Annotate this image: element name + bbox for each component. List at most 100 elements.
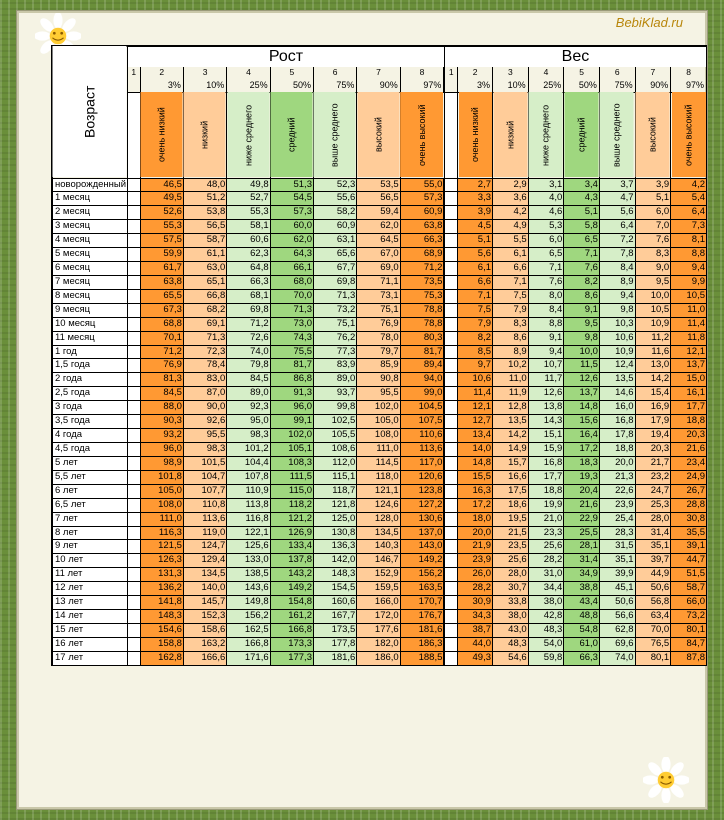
weight-value: 9,8 bbox=[564, 331, 600, 345]
weight-value: 26,7 bbox=[671, 484, 707, 498]
weight-value: 28,1 bbox=[564, 540, 600, 554]
height-value: 102,0 bbox=[357, 401, 400, 415]
height-value: 64,8 bbox=[227, 262, 270, 276]
weight-value: 7,1 bbox=[564, 248, 600, 262]
blank-cell bbox=[444, 262, 457, 276]
category-label: средний bbox=[564, 92, 600, 178]
height-value: 71,1 bbox=[357, 275, 400, 289]
table-row: 13 лет141,8145,7149,8154,8160,6166,0170,… bbox=[52, 596, 707, 610]
blank-cell bbox=[444, 526, 457, 540]
weight-value: 13,5 bbox=[599, 373, 635, 387]
blank-cell bbox=[444, 234, 457, 248]
height-value: 58,1 bbox=[227, 220, 270, 234]
age-cell: 6 лет bbox=[52, 484, 128, 498]
weight-value: 12,8 bbox=[493, 401, 529, 415]
weight-value: 38,0 bbox=[528, 596, 564, 610]
weight-value: 4,6 bbox=[528, 206, 564, 220]
weight-value: 8,1 bbox=[671, 234, 707, 248]
blank-cell bbox=[444, 178, 457, 192]
height-value: 73,0 bbox=[270, 317, 313, 331]
age-cell: 5,5 лет bbox=[52, 470, 128, 484]
weight-value: 6,1 bbox=[493, 248, 529, 262]
age-cell: 5 месяц bbox=[52, 248, 128, 262]
weight-value: 21,5 bbox=[493, 526, 529, 540]
blank-cell bbox=[128, 192, 141, 206]
weight-header: Вес bbox=[444, 46, 706, 67]
height-value: 154,5 bbox=[313, 582, 356, 596]
age-cell: 11 лет bbox=[52, 568, 128, 582]
height-value: 182,0 bbox=[357, 637, 400, 651]
weight-value: 19,3 bbox=[564, 470, 600, 484]
height-value: 71,2 bbox=[227, 317, 270, 331]
height-value: 105,0 bbox=[357, 415, 400, 429]
weight-value: 10,9 bbox=[599, 345, 635, 359]
age-cell: 3 месяц bbox=[52, 220, 128, 234]
height-value: 52,6 bbox=[140, 206, 183, 220]
weight-value: 3,7 bbox=[599, 178, 635, 192]
weight-value: 34,4 bbox=[528, 582, 564, 596]
table-row: 6 месяц61,763,064,866,167,769,071,26,16,… bbox=[52, 262, 707, 276]
blank-cell bbox=[444, 596, 457, 610]
age-cell: 10 месяц bbox=[52, 317, 128, 331]
weight-value: 8,3 bbox=[635, 248, 671, 262]
height-value: 110,8 bbox=[183, 498, 226, 512]
height-value: 143,6 bbox=[227, 582, 270, 596]
age-cell: 4 месяц bbox=[52, 234, 128, 248]
blank-cell bbox=[128, 456, 141, 470]
percentile-header: 90% bbox=[357, 79, 400, 92]
weight-value: 10,7 bbox=[528, 359, 564, 373]
height-value: 78,4 bbox=[183, 359, 226, 373]
weight-value: 6,4 bbox=[671, 206, 707, 220]
age-cell: новорожденный bbox=[52, 178, 128, 192]
col-index: 6 bbox=[599, 67, 635, 79]
weight-value: 11,5 bbox=[564, 359, 600, 373]
growth-table: Возраст Рост Вес 1234567812345678 3%10%2… bbox=[51, 45, 707, 666]
height-value: 67,3 bbox=[140, 303, 183, 317]
weight-value: 12,6 bbox=[528, 387, 564, 401]
height-value: 113,6 bbox=[400, 443, 444, 457]
height-value: 64,5 bbox=[357, 234, 400, 248]
height-value: 104,7 bbox=[183, 470, 226, 484]
weight-value: 9,4 bbox=[528, 345, 564, 359]
weight-value: 10,6 bbox=[599, 331, 635, 345]
blank-cell bbox=[128, 540, 141, 554]
weight-value: 84,7 bbox=[671, 637, 707, 651]
height-value: 167,7 bbox=[313, 610, 356, 624]
height-value: 156,2 bbox=[400, 568, 444, 582]
weight-value: 17,2 bbox=[458, 498, 493, 512]
blank-cell bbox=[128, 415, 141, 429]
percentile-header: 50% bbox=[564, 79, 600, 92]
height-value: 186,3 bbox=[400, 637, 444, 651]
height-value: 75,5 bbox=[270, 345, 313, 359]
table-row: 2 года81,383,084,586,889,090,894,010,611… bbox=[52, 373, 707, 387]
table-row: 2 месяц52,653,855,357,358,259,460,93,94,… bbox=[52, 206, 707, 220]
blank-cell bbox=[128, 610, 141, 624]
weight-value: 16,8 bbox=[528, 456, 564, 470]
height-value: 143,2 bbox=[270, 568, 313, 582]
height-value: 72,3 bbox=[183, 345, 226, 359]
col-index: 8 bbox=[671, 67, 707, 79]
weight-value: 12,1 bbox=[671, 345, 707, 359]
height-value: 68,2 bbox=[183, 303, 226, 317]
table-row: 11 месяц70,171,372,674,376,278,080,38,28… bbox=[52, 331, 707, 345]
weight-value: 18,3 bbox=[564, 456, 600, 470]
category-label: низкий bbox=[183, 92, 226, 178]
weight-value: 2,9 bbox=[493, 178, 529, 192]
weight-value: 44,7 bbox=[671, 554, 707, 568]
table-row: новорожденный46,548,049,851,352,353,555,… bbox=[52, 178, 707, 192]
height-value: 67,7 bbox=[313, 262, 356, 276]
height-value: 79,7 bbox=[357, 345, 400, 359]
weight-value: 10,9 bbox=[635, 317, 671, 331]
height-value: 170,7 bbox=[400, 596, 444, 610]
blank-cell bbox=[444, 470, 457, 484]
height-value: 76,2 bbox=[313, 331, 356, 345]
age-cell: 2,5 года bbox=[52, 387, 128, 401]
weight-value: 3,4 bbox=[564, 178, 600, 192]
table-row: 7 лет111,0113,6116,8121,2125,0128,0130,6… bbox=[52, 512, 707, 526]
table-row: 3 месяц55,356,558,160,060,962,063,84,54,… bbox=[52, 220, 707, 234]
blank-cell bbox=[444, 498, 457, 512]
height-value: 63,0 bbox=[183, 262, 226, 276]
blank-cell bbox=[444, 651, 457, 665]
weight-value: 5,4 bbox=[671, 192, 707, 206]
weight-value: 44,0 bbox=[458, 637, 493, 651]
